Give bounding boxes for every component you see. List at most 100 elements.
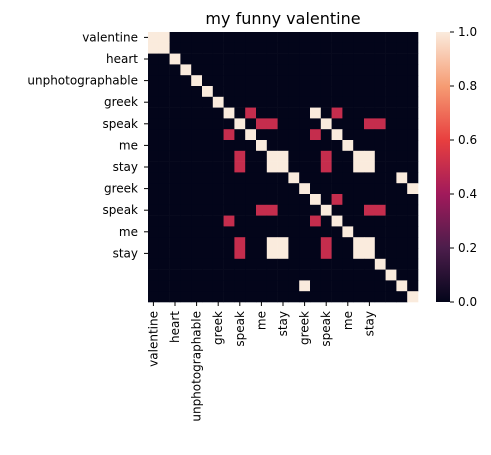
heatmap-cell (277, 107, 289, 119)
heatmap-cell (342, 269, 354, 281)
heatmap-cell (385, 248, 397, 260)
heatmap-cell (223, 53, 235, 65)
heatmap-cell (277, 150, 289, 162)
heatmap-cell (256, 204, 268, 216)
heatmap-cell (342, 96, 354, 108)
heatmap-cell (299, 269, 311, 281)
heatmap-cell (212, 194, 224, 206)
heatmap-cell (266, 129, 278, 141)
heatmap-cell (331, 150, 343, 162)
heatmap-cell (223, 107, 235, 119)
heatmap-cell (223, 118, 235, 130)
heatmap-cell (342, 226, 354, 238)
heatmap-cell (342, 32, 354, 44)
heatmap-cell (202, 226, 214, 238)
heatmap-cell (202, 291, 214, 303)
heatmap-cell (310, 237, 322, 249)
heatmap-cell (299, 215, 311, 227)
heatmap-cell (385, 194, 397, 206)
heatmap-cell (234, 226, 246, 238)
heatmap-cell (212, 258, 224, 270)
heatmap-cell (180, 32, 192, 44)
x-tick-label: speak (233, 311, 247, 347)
heatmap-cell (234, 96, 246, 108)
heatmap-cell (234, 248, 246, 260)
heatmap-cell (299, 204, 311, 216)
heatmap-cell (353, 150, 365, 162)
heatmap-cell (396, 204, 408, 216)
heatmap-cell (245, 194, 257, 206)
heatmap-cell (191, 75, 203, 87)
heatmap-cell (385, 183, 397, 195)
heatmap-cell (191, 161, 203, 173)
heatmap-cell (342, 42, 354, 54)
heatmap-cell (180, 129, 192, 141)
heatmap-cell (223, 237, 235, 249)
heatmap-cell (288, 237, 300, 249)
heatmap-cell (396, 96, 408, 108)
heatmap-cell (331, 107, 343, 119)
heatmap-cell (202, 172, 214, 184)
colorbar-tick-label: 0.2 (458, 241, 477, 255)
heatmap-cell (310, 161, 322, 173)
heatmap-cell (374, 75, 386, 87)
heatmap-cell (266, 161, 278, 173)
heatmap-cell (331, 96, 343, 108)
heatmap-cell (396, 129, 408, 141)
heatmap-cell (266, 183, 278, 195)
heatmap-cell (310, 140, 322, 152)
heatmap-cell (374, 280, 386, 292)
heatmap-cell (148, 129, 160, 141)
y-tick-label: heart (106, 52, 138, 66)
heatmap-cell (256, 53, 268, 65)
heatmap-cell (191, 64, 203, 76)
heatmap-cell (385, 75, 397, 87)
heatmap-cell (256, 237, 268, 249)
heatmap-cell (320, 161, 332, 173)
heatmap-cell (212, 129, 224, 141)
heatmap-cell (158, 150, 170, 162)
heatmap-cell (202, 269, 214, 281)
heatmap-cell (223, 204, 235, 216)
heatmap-cell (266, 86, 278, 98)
heatmap-cell (396, 75, 408, 87)
heatmap-cell (266, 226, 278, 238)
heatmap-cell (245, 258, 257, 270)
heatmap-cell (396, 161, 408, 173)
y-tick-label: me (119, 138, 138, 152)
heatmap-cell (169, 161, 181, 173)
heatmap-cell (180, 237, 192, 249)
heatmap-cell (234, 291, 246, 303)
heatmap-cell (234, 215, 246, 227)
heatmap-cell (385, 269, 397, 281)
heatmap-cell (374, 64, 386, 76)
heatmap-cell (396, 118, 408, 130)
heatmap-cell (169, 140, 181, 152)
heatmap-cell (364, 258, 376, 270)
heatmap-cell (234, 53, 246, 65)
heatmap-cell (277, 96, 289, 108)
heatmap-cell (277, 75, 289, 87)
heatmap-cell (202, 215, 214, 227)
heatmap-cell (256, 42, 268, 54)
heatmap-cell (288, 150, 300, 162)
heatmap-cell (320, 204, 332, 216)
heatmap-cell (299, 237, 311, 249)
heatmap-cell (310, 258, 322, 270)
heatmap-cell (385, 172, 397, 184)
heatmap-cell (191, 204, 203, 216)
heatmap-cell (385, 237, 397, 249)
heatmap-cell (277, 291, 289, 303)
heatmap-cell (212, 215, 224, 227)
heatmap-cell (288, 118, 300, 130)
heatmap-cell (364, 204, 376, 216)
heatmap-cell (169, 291, 181, 303)
heatmap-cell (288, 215, 300, 227)
heatmap-cell (245, 269, 257, 281)
heatmap-cell (223, 172, 235, 184)
heatmap-cell (180, 248, 192, 260)
heatmap-cell (288, 161, 300, 173)
heatmap-cell (310, 194, 322, 206)
heatmap-cell (288, 183, 300, 195)
